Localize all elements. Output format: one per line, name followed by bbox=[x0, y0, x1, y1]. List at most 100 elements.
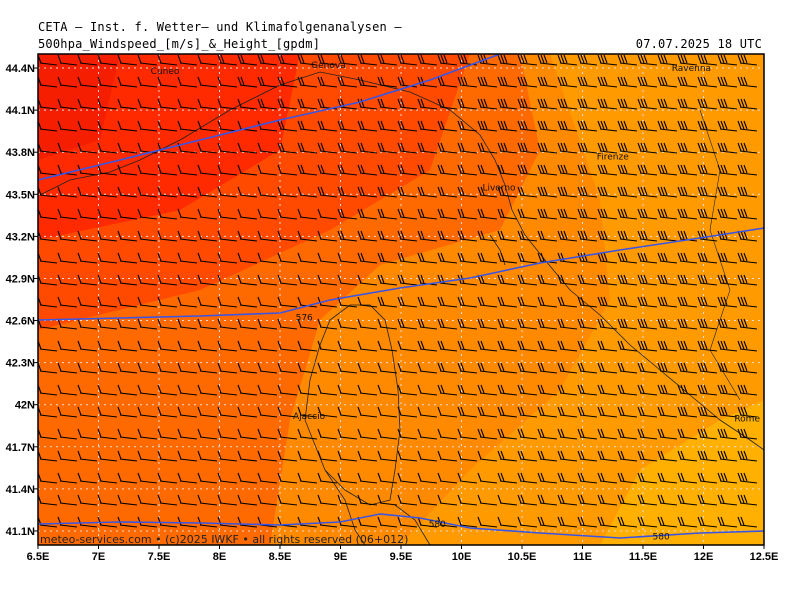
wind-barb bbox=[337, 274, 358, 286]
wind-barb bbox=[397, 208, 418, 220]
wind-barb bbox=[297, 318, 318, 330]
wind-barb bbox=[257, 54, 278, 66]
wind-barb bbox=[257, 164, 278, 176]
wind-barb bbox=[737, 362, 758, 374]
wind-barb bbox=[237, 252, 258, 264]
wind-barb bbox=[637, 516, 658, 528]
wind-barb bbox=[157, 120, 178, 132]
wind-barb bbox=[197, 384, 218, 396]
wind-barb bbox=[117, 406, 138, 418]
wind-barb bbox=[117, 252, 138, 264]
wind-barb bbox=[437, 318, 458, 330]
wind-barb bbox=[417, 384, 438, 396]
wind-barb bbox=[717, 472, 738, 484]
wind-barb bbox=[197, 252, 218, 264]
wind-barb bbox=[157, 186, 178, 198]
wind-barb bbox=[117, 230, 138, 242]
wind-barb bbox=[437, 230, 458, 242]
wind-barb bbox=[517, 340, 538, 352]
wind-barb bbox=[97, 450, 118, 462]
wind-barb bbox=[237, 406, 258, 418]
wind-barb bbox=[117, 296, 138, 308]
wind-barb bbox=[357, 450, 378, 462]
wind-barb bbox=[357, 428, 378, 440]
wind-barb bbox=[737, 472, 758, 484]
wind-barb bbox=[177, 164, 198, 176]
wind-barb bbox=[677, 186, 698, 198]
wind-barb bbox=[617, 450, 638, 462]
wind-barb bbox=[277, 450, 298, 462]
wind-barb bbox=[517, 296, 538, 308]
wind-barb bbox=[677, 318, 698, 330]
wind-barb bbox=[397, 340, 418, 352]
wind-barb bbox=[217, 362, 238, 374]
wind-barb bbox=[697, 494, 718, 506]
wind-barb bbox=[177, 296, 198, 308]
wind-barb bbox=[377, 274, 398, 286]
wind-barb bbox=[397, 230, 418, 242]
wind-barb bbox=[637, 120, 658, 132]
wind-barb bbox=[717, 450, 738, 462]
wind-barb bbox=[337, 362, 358, 374]
wind-barb bbox=[197, 494, 218, 506]
y-tick-label: 43.2N bbox=[6, 231, 35, 243]
wind-barb bbox=[577, 98, 598, 110]
wind-barb bbox=[317, 296, 338, 308]
contour-label: 580 bbox=[429, 520, 446, 530]
y-tick-label: 42.9N bbox=[6, 273, 35, 285]
wind-barb bbox=[577, 296, 598, 308]
wind-barb bbox=[277, 472, 298, 484]
wind-barb bbox=[237, 164, 258, 176]
wind-barb bbox=[357, 406, 378, 418]
wind-barb bbox=[177, 186, 198, 198]
wind-barb bbox=[657, 274, 678, 286]
wind-barb bbox=[197, 340, 218, 352]
wind-barb bbox=[137, 406, 158, 418]
wind-barb bbox=[497, 384, 518, 396]
wind-barb bbox=[137, 450, 158, 462]
wind-barb bbox=[177, 472, 198, 484]
wind-barb bbox=[497, 230, 518, 242]
wind-barb bbox=[557, 472, 578, 484]
wind-barb bbox=[537, 450, 558, 462]
wind-barb bbox=[397, 384, 418, 396]
wind-barb bbox=[537, 318, 558, 330]
wind-barb bbox=[417, 252, 438, 264]
y-tick-label: 42.6N bbox=[6, 316, 35, 328]
wind-barb bbox=[57, 428, 78, 440]
wind-barb bbox=[317, 472, 338, 484]
wind-barb bbox=[57, 472, 78, 484]
wind-barb bbox=[597, 120, 618, 132]
wind-barb bbox=[597, 406, 618, 418]
wind-barb bbox=[57, 54, 78, 66]
wind-barb bbox=[497, 362, 518, 374]
wind-barb bbox=[117, 384, 138, 396]
wind-barb bbox=[377, 230, 398, 242]
wind-barb bbox=[657, 406, 678, 418]
wind-barb bbox=[457, 428, 478, 440]
wind-barb bbox=[157, 252, 178, 264]
wind-barb bbox=[57, 252, 78, 264]
wind-barb bbox=[217, 384, 238, 396]
wind-barb bbox=[457, 120, 478, 132]
wind-barb bbox=[337, 340, 358, 352]
wind-barb bbox=[337, 516, 358, 528]
wind-barb bbox=[77, 494, 98, 506]
wind-barb bbox=[437, 362, 458, 374]
wind-barb bbox=[137, 76, 158, 88]
wind-barb bbox=[237, 340, 258, 352]
wind-barb bbox=[557, 208, 578, 220]
wind-barb bbox=[57, 120, 78, 132]
wind-barb bbox=[97, 494, 118, 506]
wind-barb bbox=[177, 208, 198, 220]
wind-barb bbox=[77, 296, 98, 308]
wind-barb bbox=[657, 362, 678, 374]
wind-barb bbox=[337, 494, 358, 506]
wind-barb bbox=[397, 120, 418, 132]
wind-barb bbox=[217, 340, 238, 352]
wind-barb bbox=[737, 274, 758, 286]
wind-barb bbox=[637, 208, 658, 220]
wind-barb bbox=[557, 230, 578, 242]
wind-barb bbox=[477, 362, 498, 374]
wind-barb bbox=[157, 98, 178, 110]
